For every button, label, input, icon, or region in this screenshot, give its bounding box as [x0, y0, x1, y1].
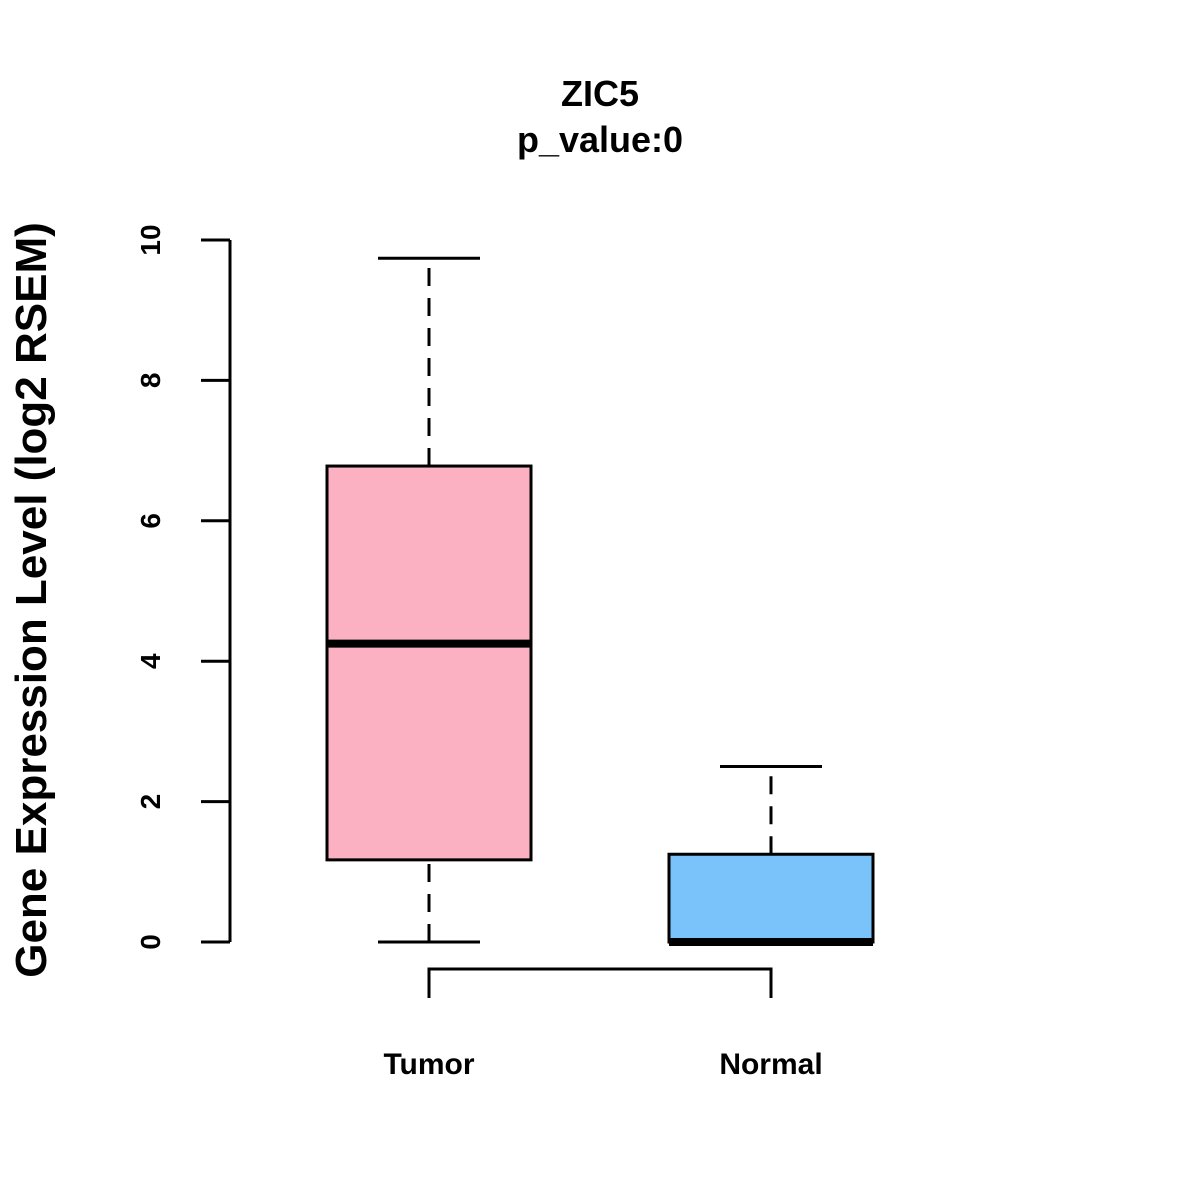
box-tumor: Tumor — [325, 256, 533, 1081]
iqr-box — [667, 852, 875, 944]
x-category-label: Tumor — [383, 1048, 474, 1081]
y-tick-label: 8 — [135, 373, 166, 389]
box-normal: Normal — [667, 765, 875, 1081]
x-category-label: Normal — [719, 1048, 822, 1081]
y-tick-label: 2 — [135, 794, 166, 810]
chart-subtitle: p_value:0 — [517, 119, 683, 160]
comparison-bracket — [427, 967, 773, 998]
bracket-line — [427, 967, 773, 998]
y-tick-label: 0 — [135, 934, 166, 950]
iqr-box — [325, 464, 533, 862]
boxes: Tumor Normal — [325, 256, 875, 1081]
y-tick-label: 4 — [135, 653, 166, 669]
y-axis-label: Gene Expression Level (log2 RSEM) — [7, 222, 56, 978]
y-tick-label: 6 — [135, 513, 166, 529]
chart-title: ZIC5 — [561, 73, 639, 114]
y-axis: 0 2 4 6 8 10 — [135, 224, 232, 950]
y-tick-label: 10 — [135, 224, 166, 255]
